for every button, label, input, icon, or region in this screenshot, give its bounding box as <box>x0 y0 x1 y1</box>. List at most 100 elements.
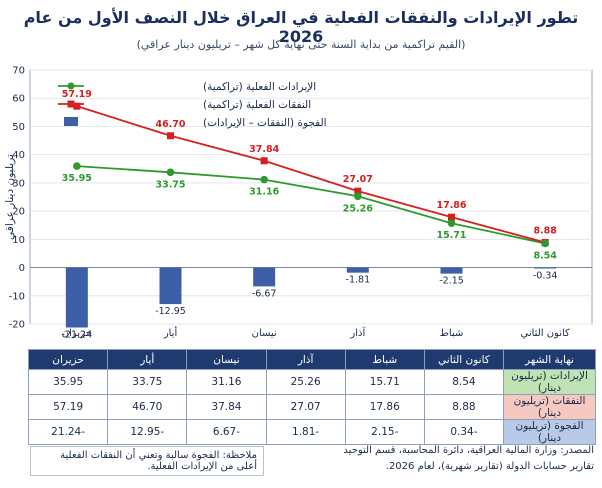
y-tick-label: -10 <box>9 291 25 302</box>
y-tick-label: -20 <box>9 320 25 331</box>
legend-revenue-marker <box>67 82 75 90</box>
table-cell: 8.54 <box>423 369 505 395</box>
source-line: المصدر: وزارة المالية العراقية، دائرة ال… <box>343 445 594 456</box>
legend-expenses-marker <box>67 100 75 108</box>
revenue-data-label: 31.16 <box>249 187 279 198</box>
expenses-data-label: 37.84 <box>249 144 279 155</box>
gap-bar <box>65 267 88 328</box>
expenses-point <box>260 157 268 165</box>
chart-subtitle: (القيم تراكمية من بداية السنة حتى نهاية … <box>136 38 466 51</box>
revenue-data-label: 15.71 <box>436 230 466 241</box>
revenue-line <box>76 165 546 245</box>
legend-gap-swatch <box>64 117 78 126</box>
expenses-data-label: 8.88 <box>533 225 557 236</box>
gap-data-label: -1.81 <box>346 275 371 286</box>
y-tick-label: 50 <box>12 122 25 133</box>
table-header-month: حزيران <box>27 349 109 370</box>
chart-title: تطور الإيرادات والنفقات الفعلية في العرا… <box>23 8 579 46</box>
expenses-data-label: 27.07 <box>343 174 373 185</box>
y-axis-label: تريليون دينار عراقي <box>4 154 16 240</box>
gap-data-label: -12.95 <box>155 306 186 317</box>
revenue-point <box>541 239 549 248</box>
gap-bar <box>253 267 276 287</box>
revenue-point <box>354 192 362 201</box>
revenue-data-label: 8.54 <box>533 250 557 261</box>
table-cell: -12.95 <box>107 419 188 445</box>
table-header-month: شباط <box>344 349 425 370</box>
table-cell: -0.34 <box>423 419 505 445</box>
source-text: المصدر: وزارة المالية العراقية، دائرة ال… <box>274 443 594 475</box>
y-tick-label: 10 <box>12 235 25 246</box>
gap-data-label: -0.34 <box>533 271 558 282</box>
x-tick-label: أيار <box>163 326 178 339</box>
table-cell: 31.16 <box>186 369 267 395</box>
legend-expenses-label: النفقات الفعلية (تراكمية) <box>203 99 311 111</box>
table-cell: 33.75 <box>107 369 188 395</box>
revenue-point <box>447 219 456 228</box>
table-cell: 35.95 <box>27 369 109 395</box>
revenue-point <box>73 162 81 170</box>
table-cell: 15.71 <box>344 369 425 395</box>
gap-data-label: -6.67 <box>252 288 277 299</box>
expenses-data-label: 17.86 <box>436 200 466 211</box>
legend-gap-label: الفجوة (النفقات – الإيرادات) <box>203 117 327 129</box>
gap-bar <box>159 267 182 305</box>
revenue-data-label: 33.75 <box>155 179 185 190</box>
revenue-data-label: 25.26 <box>343 203 373 214</box>
gap-data-label: -21.24 <box>62 329 93 340</box>
x-tick-label: حزيران <box>62 328 92 339</box>
x-tick-label: نيسان <box>252 328 277 339</box>
expenses-point <box>167 132 174 140</box>
table-header-month: نيسان <box>186 349 267 370</box>
table-header-month: كانون الثاني <box>423 349 505 370</box>
table-cell: -21.24 <box>27 419 109 445</box>
x-tick-label: آذار <box>349 326 366 339</box>
expenses-point <box>73 102 81 110</box>
table-row-gap: الفجوة (تريليون دينار) -0.34 -2.15 -1.81… <box>27 419 596 445</box>
expenses-line <box>76 105 546 244</box>
row-label: النفقات (تريليون دينار) <box>503 394 596 420</box>
row-label: الفجوة (تريليون دينار) <box>503 419 596 445</box>
note-box: ملاحظة: الفجوة سالبة وتعني أن النفقات ال… <box>30 446 264 476</box>
table-cell: -6.67 <box>186 419 267 445</box>
chart: -20 -10 0 10 20 30 40 50 60 70 تريليون دينار عراقي… <box>4 66 593 340</box>
y-tick-label: 20 <box>12 207 25 218</box>
y-tick-label: 30 <box>12 178 25 189</box>
revenue-point <box>260 175 268 184</box>
y-tick-label: 60 <box>12 94 25 105</box>
revenue-point <box>166 168 175 177</box>
expenses-data-label: 46.70 <box>155 119 185 130</box>
table-cell: 46.70 <box>107 394 188 420</box>
table-header-row: نهاية الشهر كانون الثاني شباط آذار نيسان… <box>27 349 596 370</box>
table-header-month: آذار <box>265 349 346 370</box>
expenses-point <box>448 213 455 221</box>
table-cell: 37.84 <box>186 394 267 420</box>
table-header-label: نهاية الشهر <box>503 349 596 370</box>
table-cell: 17.86 <box>344 394 425 420</box>
expenses-data-label: 57.19 <box>62 89 92 100</box>
y-tick-label: 40 <box>12 150 25 161</box>
y-tick-label: 70 <box>12 66 25 77</box>
x-tick-label: شباط <box>440 328 464 339</box>
gap-data-label: -2.15 <box>439 276 464 287</box>
revenue-data-label: 35.95 <box>62 173 92 184</box>
table-cell: 57.19 <box>27 394 109 420</box>
table-row-revenue: الإيرادات (تريليون دينار) 8.54 15.71 25.… <box>27 369 596 395</box>
gap-bar <box>534 267 557 269</box>
row-label: الإيرادات (تريليون دينار) <box>503 369 596 395</box>
y-tick-label: 0 <box>19 263 25 274</box>
table-cell: -2.15 <box>344 419 425 445</box>
legend-revenue-label: الإيرادات الفعلية (تراكمية) <box>203 81 316 93</box>
table-cell: 8.88 <box>423 394 505 420</box>
expenses-point <box>354 187 362 195</box>
gap-bar <box>346 267 369 273</box>
table-header-month: أيار <box>107 349 188 370</box>
gap-bar <box>440 267 463 274</box>
data-table: نهاية الشهر كانون الثاني شباط آذار نيسان… <box>27 349 596 445</box>
table-cell: 27.07 <box>265 394 346 420</box>
table-cell: 25.26 <box>265 369 346 395</box>
table-row-expenses: النفقات (تريليون دينار) 8.88 17.86 27.07… <box>27 394 596 420</box>
source-line: تقارير حسابات الدولة (تقارير شهرية)، لعا… <box>385 461 594 472</box>
x-tick-label: كانون الثاني <box>521 328 571 339</box>
table-cell: -1.81 <box>265 419 346 445</box>
